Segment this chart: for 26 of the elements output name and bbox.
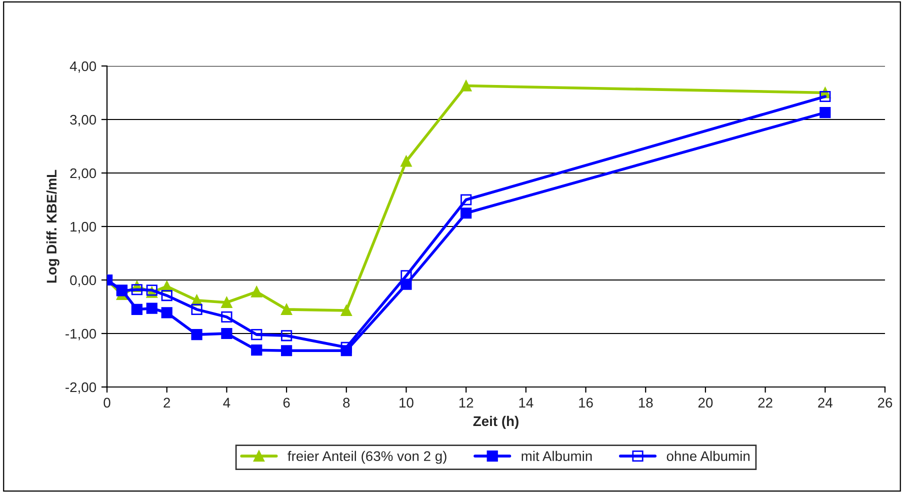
x-tick-label: 22 xyxy=(758,398,772,408)
x-tick-label: 8 xyxy=(343,398,350,408)
x-tick-label: 26 xyxy=(878,398,892,408)
x-tick-label: 10 xyxy=(400,398,414,408)
legend-label: ohne Albumin xyxy=(666,450,750,462)
x-tick-label: 14 xyxy=(519,398,534,408)
x-axis-title: Zeit (h) xyxy=(473,416,518,429)
x-tick-label: 24 xyxy=(818,398,832,408)
x-tick-label: 4 xyxy=(223,398,230,408)
y-axis-title: Log Diff. KBE/mL xyxy=(46,170,60,283)
y-tick-label: 4,00 xyxy=(70,61,96,73)
y-tick-label: 2,00 xyxy=(70,168,96,180)
x-tick-label: 20 xyxy=(698,398,713,408)
legend-label: mit Albumin xyxy=(522,450,592,462)
x-tick-label: 18 xyxy=(638,398,653,408)
x-tick-label: 6 xyxy=(283,398,290,408)
x-tick-label: 0 xyxy=(104,398,110,408)
y-tick-label: 0,00 xyxy=(70,275,96,287)
legend-label: freier Anteil (63% von 2 g) xyxy=(288,450,446,464)
x-tick-label: 2 xyxy=(164,398,170,408)
y-tick-label: 1,00 xyxy=(70,222,96,234)
x-tick-label: 12 xyxy=(459,398,474,408)
y-tick-label: -2,00 xyxy=(66,382,96,394)
y-tick-label: 3,00 xyxy=(70,114,96,126)
x-tick-label: 16 xyxy=(579,398,593,408)
y-tick-label: -1,00 xyxy=(66,328,96,340)
